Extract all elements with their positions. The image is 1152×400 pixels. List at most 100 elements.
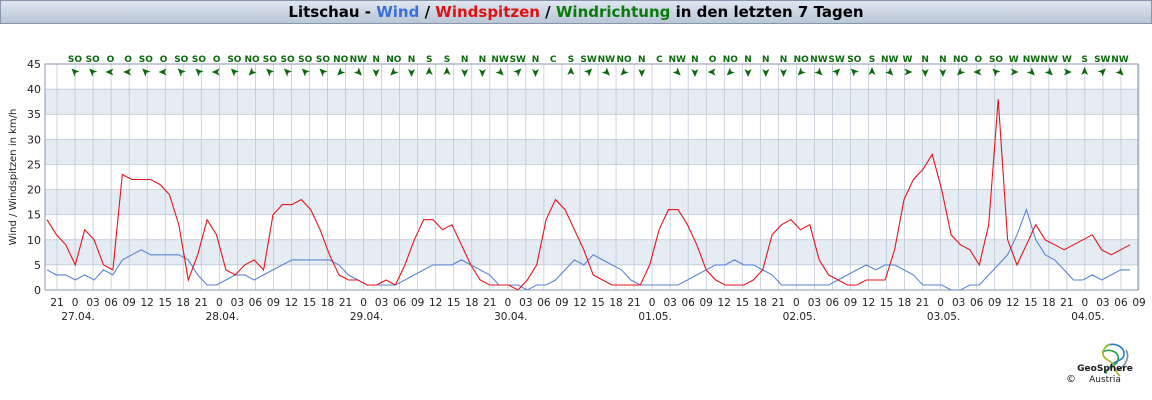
x-tick-label: 06 (826, 297, 840, 309)
direction-arrow-icon (337, 67, 346, 76)
x-tick-label: 03 (375, 297, 388, 309)
direction-arrow-icon (780, 69, 787, 77)
x-tick-label: 18 (1042, 297, 1055, 309)
direction-label: NW (1023, 55, 1041, 65)
direction-arrow-icon (319, 68, 328, 77)
direction-arrow-icon (283, 68, 293, 77)
x-tick-label: 0 (937, 297, 944, 309)
x-tick-label: 12 (573, 297, 586, 309)
wind-chart: 0 5 10 15 20 25 30 35 40 45 Wind / Windspitzen in … (8, 55, 1146, 323)
x-tick-label: 21 (916, 297, 929, 309)
direction-label: NW (1040, 55, 1058, 65)
x-tick-label: 21 (195, 297, 208, 309)
direction-arrow-icon (425, 67, 433, 75)
direction-arrow-icon (868, 67, 876, 75)
direction-arrow-icon (762, 69, 770, 77)
x-tick-label: 0 (504, 297, 511, 309)
direction-label: NW (881, 55, 899, 65)
direction-label: SO (68, 55, 82, 65)
x-tick-label: 15 (303, 297, 316, 309)
gust-series-line (46, 99, 1131, 291)
title-station: Litschau (288, 3, 360, 21)
date-label: 01.05. (638, 311, 671, 323)
x-tick-label: 15 (1024, 297, 1037, 309)
direction-label: SO (192, 55, 206, 65)
x-tick-label: 21 (339, 297, 352, 309)
direction-label: S (426, 55, 432, 65)
x-tick-label: 15 (591, 297, 604, 309)
direction-label: SW (828, 55, 844, 65)
y-tick-label: 30 (27, 133, 41, 146)
direction-label: SO (280, 55, 294, 65)
direction-arrow-icon (532, 69, 539, 77)
wind-series-line (46, 207, 1130, 291)
direction-arrow-icon (1010, 68, 1019, 76)
direction-arrow-icon (957, 67, 966, 76)
title-gust: Windspitzen (435, 3, 540, 21)
direction-label: NW (1111, 55, 1129, 65)
direction-label: N (780, 55, 788, 65)
x-tick-label: 09 (844, 297, 857, 309)
direction-arrow-icon (513, 68, 522, 77)
x-tick-label: 15 (880, 297, 893, 309)
direction-arrow-icon (1115, 67, 1124, 76)
direction-label: N (408, 55, 416, 65)
direction-arrow-icon (71, 68, 80, 77)
x-tick-label: 0 (216, 297, 223, 309)
direction-label: SO (174, 55, 188, 65)
direction-label: C (656, 55, 663, 65)
x-tick-label: 06 (537, 297, 551, 309)
direction-label: SO (989, 55, 1003, 65)
x-tick-label: 03 (231, 297, 244, 309)
date-label: 28.04. (206, 311, 239, 323)
x-tick-label: 06 (1114, 297, 1128, 309)
direction-label: N (461, 55, 469, 65)
direction-label: SW (580, 55, 596, 65)
direction-label: SO (139, 55, 153, 65)
direction-label: SO (86, 55, 100, 65)
y-tick-label: 20 (27, 184, 41, 197)
direction-arrow-icon (638, 69, 646, 77)
direction-arrow-icon (904, 68, 913, 76)
direction-arrow-icon (390, 67, 399, 76)
title-wind: Wind (376, 3, 420, 21)
direction-label: S (1081, 55, 1087, 65)
direction-label: NW (810, 55, 828, 65)
direction-arrow-icon (353, 67, 362, 76)
direction-label: NW (668, 55, 686, 65)
direction-arrow-icon (1026, 67, 1035, 76)
direction-label: NO (953, 55, 969, 65)
direction-label: N (372, 55, 380, 65)
date-label: 29.04. (350, 311, 383, 323)
y-axis-label: Wind / Windspitzen in km/h (8, 109, 19, 246)
direction-arrow-icon (939, 69, 947, 77)
logo-sub: Austria (1089, 375, 1121, 385)
x-tick-label: 09 (411, 297, 424, 309)
direction-label: N (532, 55, 540, 65)
direction-label: NW (350, 55, 368, 65)
direction-arrow-icon (567, 67, 575, 75)
direction-label: O (107, 55, 115, 65)
direction-label: N (691, 55, 699, 65)
x-tick-label: 0 (649, 297, 656, 309)
x-tick-label: 15 (736, 297, 749, 309)
x-tick-label: 12 (140, 297, 153, 309)
direction-arrow-icon (142, 68, 151, 77)
direction-arrow-icon (726, 67, 735, 76)
y-tick-label: 35 (27, 108, 41, 121)
y-tick-label: 0 (34, 284, 41, 297)
chart-title: Litschau - Wind / Windspitzen / Windrich… (0, 0, 1152, 24)
direction-arrow-icon (266, 68, 275, 77)
direction-arrow-icon (443, 67, 451, 75)
x-tick-label: 06 (681, 297, 695, 309)
x-tick-label: 18 (177, 297, 190, 309)
direction-arrow-icon (230, 68, 239, 77)
direction-arrow-icon (707, 68, 716, 76)
direction-arrow-icon (601, 67, 610, 76)
direction-arrow-icon (584, 68, 593, 77)
x-tick-label: 09 (267, 297, 280, 309)
direction-arrow-icon (832, 68, 841, 77)
direction-arrow-icon (744, 69, 752, 77)
x-tick-label: 18 (898, 297, 911, 309)
direction-label: S (869, 55, 875, 65)
